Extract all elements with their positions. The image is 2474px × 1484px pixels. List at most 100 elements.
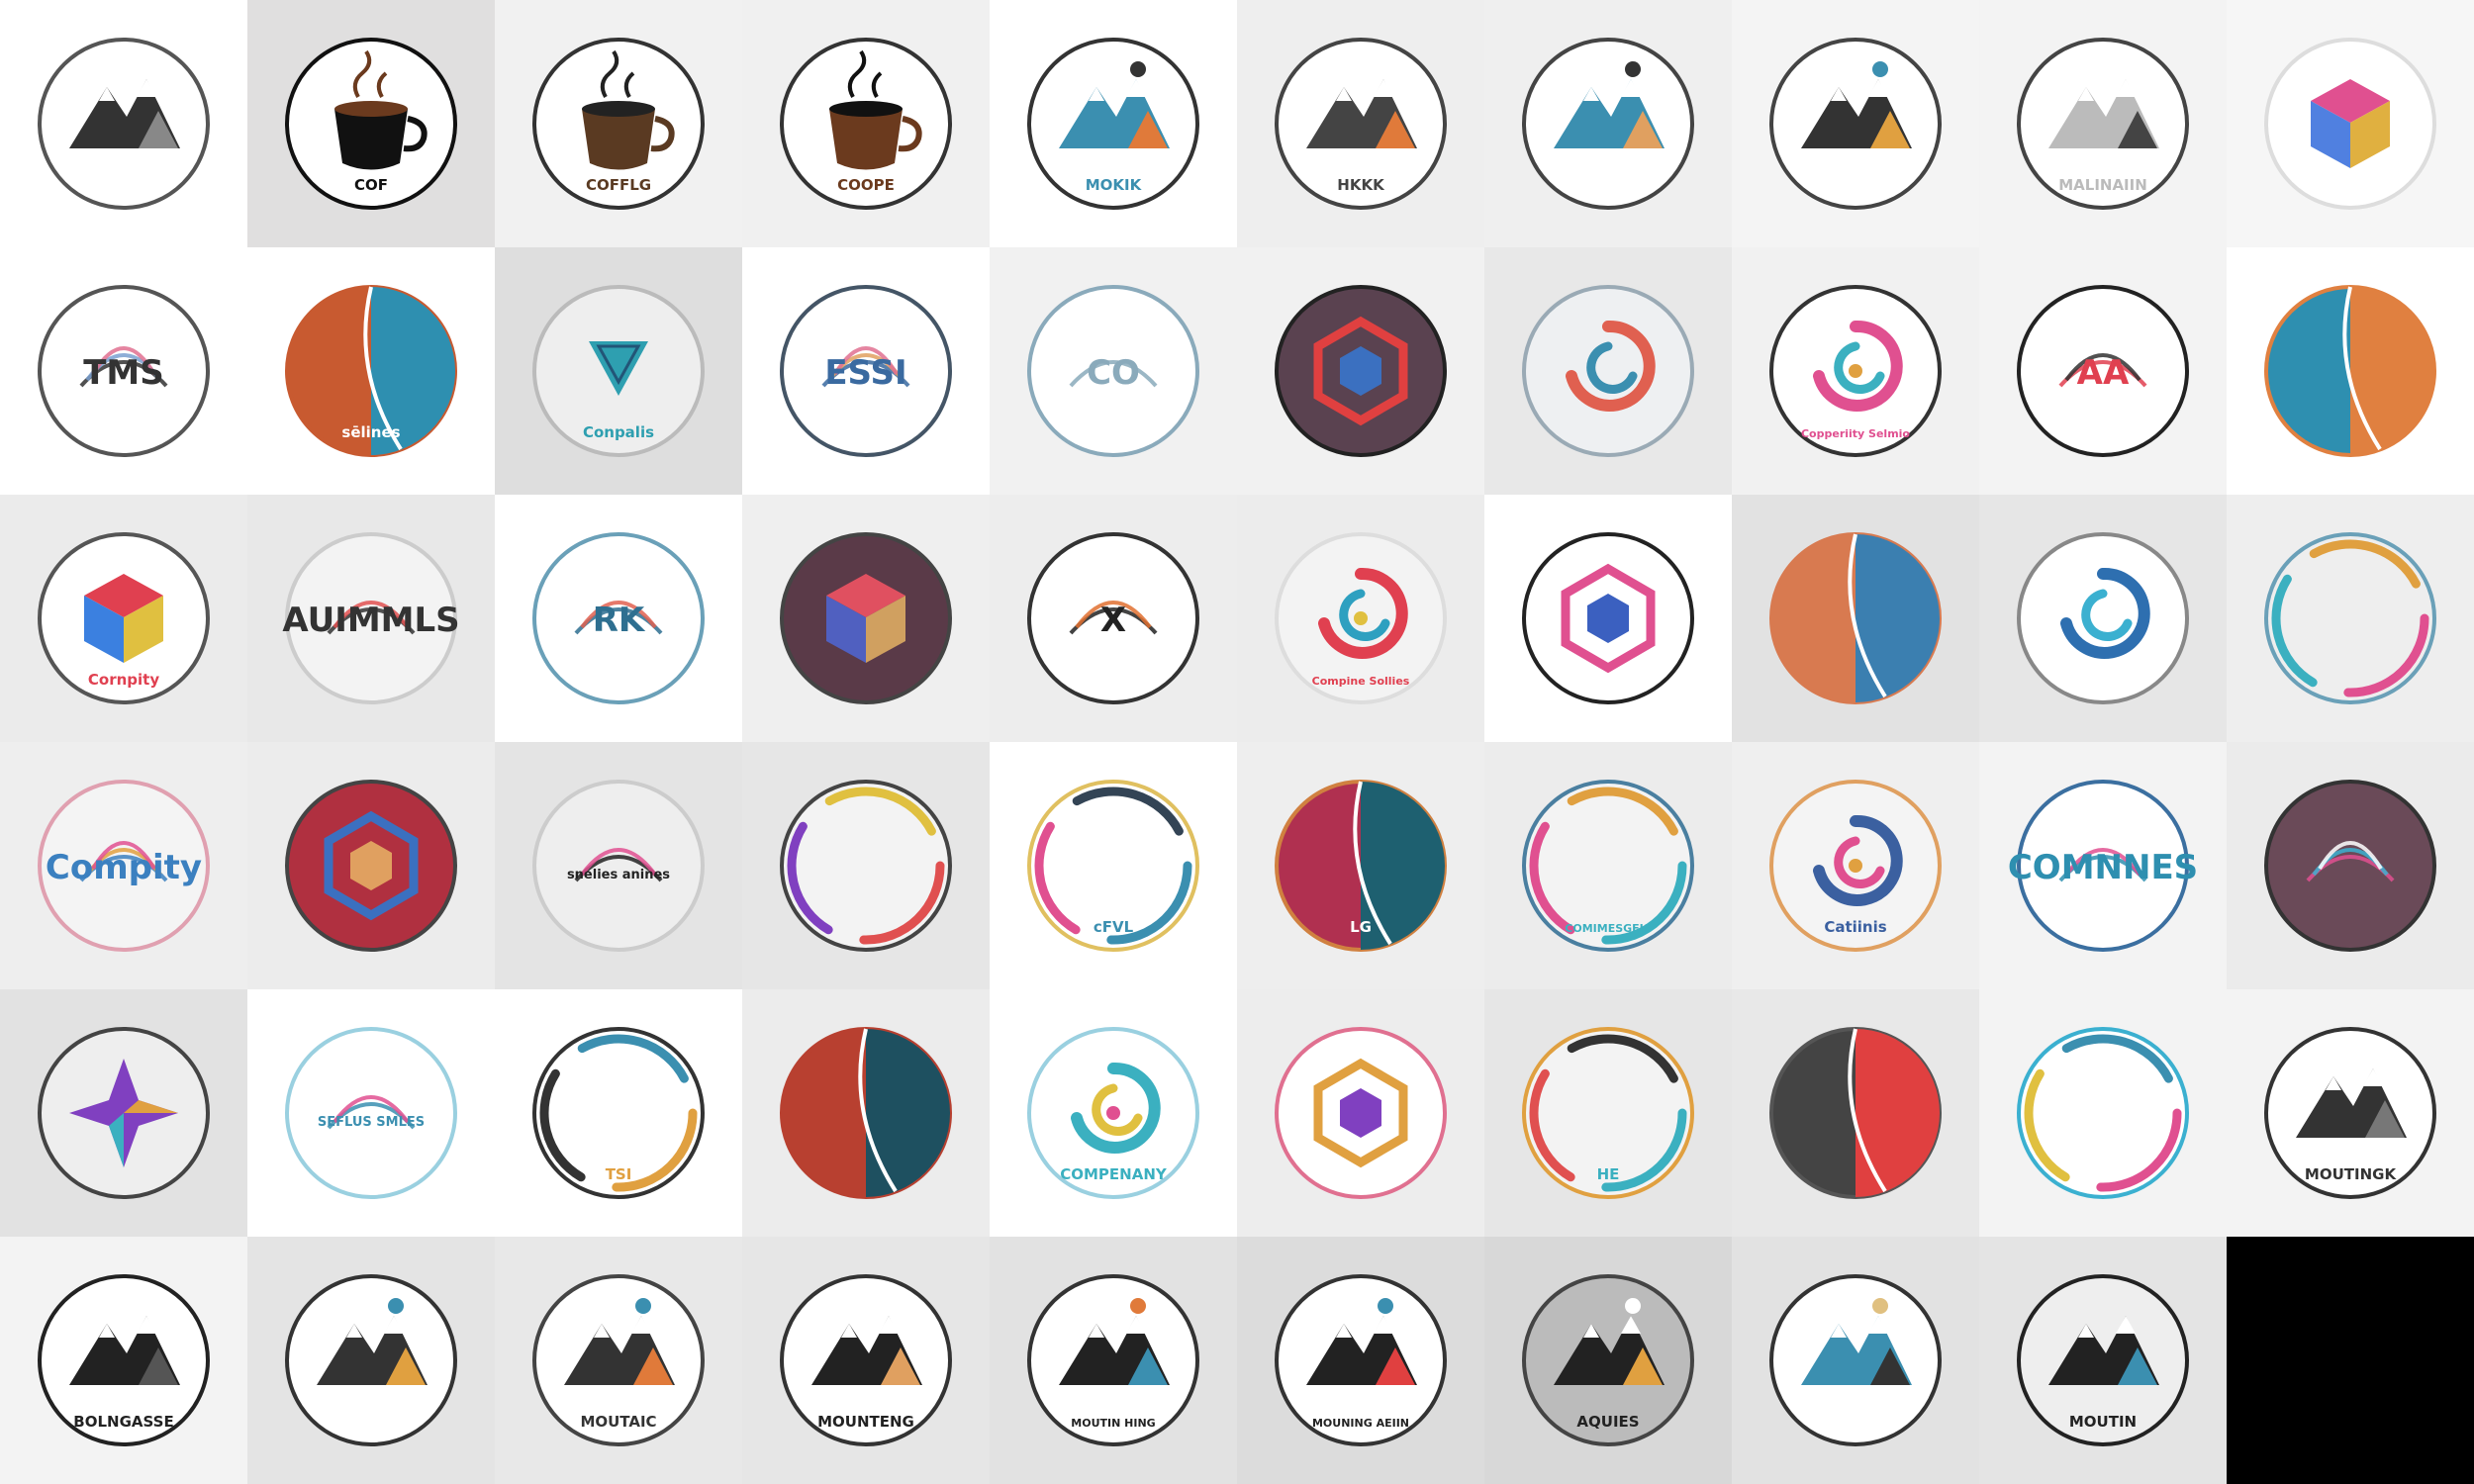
logo-badge: COFFLG: [532, 38, 705, 210]
cube-motif: [826, 574, 905, 663]
swirl-motif: [1318, 567, 1408, 659]
letters-motif: [2058, 353, 2147, 388]
logo-tile: TSI: [495, 989, 742, 1237]
logo-tile: sēlines: [247, 247, 495, 495]
logo-tile: [2227, 0, 2474, 247]
logo-badge: [780, 532, 952, 704]
logo-tile: COFFLG: [495, 0, 742, 247]
logo-badge: [2017, 1027, 2189, 1199]
badge-text: COFFLG: [586, 176, 651, 194]
logo-badge: [1275, 1027, 1447, 1199]
badge-text: MOUTIN HING: [1071, 1417, 1155, 1430]
logo-tile: [247, 742, 495, 989]
badge-text: Cornpity: [88, 671, 159, 689]
logo-badge: COF: [285, 38, 457, 210]
logo-tile: MOUTINGK: [2227, 989, 2474, 1237]
badge-text: AUIMMLS: [282, 601, 459, 640]
badge-text: MOUTIN: [2069, 1413, 2137, 1431]
logo-tile: [2227, 495, 2474, 742]
logo-tile: MOUNING AEIIN: [1237, 1237, 1484, 1484]
badge-circle: [532, 780, 705, 952]
logo-badge: COMIMESGEIS: [1522, 780, 1694, 952]
logo-tile: Copperiity Selmio: [1732, 247, 1979, 495]
logo-badge: MOUNTENG: [780, 1274, 952, 1446]
logo-badge: X: [1027, 532, 1199, 704]
logo-tile: MOUNTENG: [742, 1237, 990, 1484]
logo-tile: HE: [1484, 989, 1732, 1237]
half-motif: [1353, 781, 1445, 950]
arcs-motif: [2271, 539, 2429, 697]
letters-motif: [2058, 848, 2147, 882]
logo-badge: MOUNING AEIIN: [1275, 1274, 1447, 1446]
badge-text: COMNNES: [2008, 848, 2198, 887]
badge-text: MOUNING AEIIN: [1312, 1417, 1409, 1430]
arcs-motif: [1034, 787, 1192, 945]
letters-motif: [1069, 360, 1158, 388]
logo-tile: AA: [1979, 247, 2227, 495]
logo-tile: Compity: [0, 742, 247, 989]
coffee-motif: [582, 49, 675, 170]
logo-badge: MOUTIN: [2017, 1274, 2189, 1446]
badge-circle: [285, 1027, 457, 1199]
logo-badge: [2264, 38, 2436, 210]
logo-badge: RK: [532, 532, 705, 704]
mountain-motif: [564, 1298, 675, 1385]
badge-text: Compity: [46, 848, 202, 887]
logo-tile: Catiinis: [1732, 742, 1979, 989]
badge-text: Copperiity Selmio: [1801, 427, 1910, 440]
logo-badge: [38, 1027, 210, 1199]
badge-circle: [1522, 780, 1694, 952]
badge-circle: [38, 285, 210, 457]
arcs-motif: [2024, 1034, 2182, 1192]
badge-circle: [780, 285, 952, 457]
badge-circle: [532, 1027, 705, 1199]
logo-badge: AUIMMLS: [282, 532, 460, 704]
badge-text: CO: [1087, 353, 1140, 393]
badge-text: MOUTINGK: [2305, 1165, 2398, 1183]
logo-tile: COF: [247, 0, 495, 247]
logo-badge: [2264, 285, 2436, 457]
logo-badge: TSI: [532, 1027, 705, 1199]
letters-motif: [2306, 841, 2395, 882]
logo-badge: [2264, 780, 2436, 952]
logo-tile: MOUTIN: [1979, 1237, 2227, 1484]
star-motif: [69, 1059, 178, 1167]
letters-motif: [79, 346, 168, 388]
logo-badge: [1769, 1027, 1942, 1199]
logo-tile: CO: [990, 247, 1237, 495]
badge-text: LG: [1350, 918, 1372, 936]
badge-text: ESSI: [824, 353, 906, 393]
logo-badge: cFVL: [1027, 780, 1199, 952]
logo-badge: [780, 1027, 952, 1199]
logo-tile: [742, 989, 990, 1237]
logo-tile: MOUTIN HING: [990, 1237, 1237, 1484]
logo-badge: snelies anines: [532, 780, 705, 952]
logo-tile: COMPENANY: [990, 989, 1237, 1237]
mountain-motif: [2048, 79, 2159, 148]
logo-badge: Compine Sollies: [1275, 532, 1447, 704]
logo-tile: COMNNES: [1979, 742, 2227, 989]
logo-badge: Cornpity: [38, 532, 210, 704]
logo-tile: [2227, 1237, 2474, 1484]
logo-tile: snelies anines: [495, 742, 742, 989]
logo-badge: AA: [2017, 285, 2189, 457]
badge-text: COF: [354, 176, 388, 194]
logo-badge: [1275, 285, 1447, 457]
half-motif: [1848, 1028, 1940, 1197]
arcs-motif: [1529, 787, 1687, 945]
swirl-motif: [1566, 320, 1656, 412]
logo-badge: [38, 38, 210, 210]
mountain-motif: [1801, 1298, 1912, 1385]
logo-tile: MOKIK: [990, 0, 1237, 247]
letters-motif: [327, 601, 416, 635]
badge-circle: [2017, 780, 2189, 952]
logo-tile: [1979, 989, 2227, 1237]
logo-tile: HKKK: [1237, 0, 1484, 247]
badge-text: COMIMESGEIS: [1565, 922, 1651, 935]
badge-text: TMS: [83, 353, 164, 393]
badge-circle: [2017, 285, 2189, 457]
badge-text: MOUNTENG: [817, 1413, 914, 1431]
swirl-motif: [2060, 567, 2150, 659]
logo-badge: COMNNES: [2008, 780, 2198, 952]
